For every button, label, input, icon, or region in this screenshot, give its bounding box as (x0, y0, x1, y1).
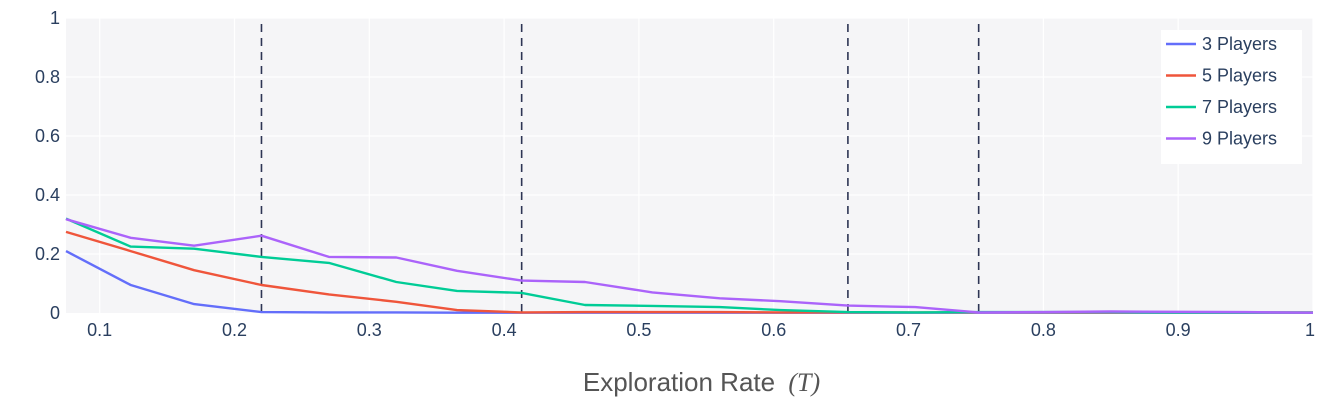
legend: 3 Players 5 Players 7 Players 9 Players (1161, 30, 1302, 164)
x-tick-label: 0.2 (222, 320, 247, 340)
series-lines (65, 217, 1314, 314)
legend-label: 5 Players (1202, 66, 1277, 86)
x-tick-label: 0.5 (626, 320, 651, 340)
x-tick-label: 0.9 (1166, 320, 1191, 340)
y-tick-label: 0 (50, 303, 60, 323)
y-tick-label: 0.2 (35, 244, 60, 264)
y-tick-label: 0.8 (35, 67, 60, 87)
plot-background (66, 18, 1313, 313)
x-axis-label-symbol: (T) (788, 368, 820, 397)
x-axis-label-text: Exploration Rate (583, 367, 775, 397)
x-tick-label: 0.3 (357, 320, 382, 340)
legend-label: 7 Players (1202, 97, 1277, 117)
x-tick-label: 0.4 (492, 320, 517, 340)
legend-label: 9 Players (1202, 129, 1277, 149)
x-axis-label: Exploration Rate (T) (583, 367, 820, 397)
x-tick-label: 0.8 (1031, 320, 1056, 340)
legend-label: 3 Players (1202, 34, 1277, 54)
x-axis-ticks: 0.1 0.2 0.3 0.4 0.5 0.6 0.7 0.8 0.9 1 (87, 320, 1315, 340)
reference-lines (260, 24, 980, 313)
y-axis-ticks: 0 0.2 0.4 0.6 0.8 1 (35, 8, 60, 323)
x-tick-label: 1 (1305, 320, 1315, 340)
legend-box (1161, 30, 1302, 164)
grid-lines (66, 17, 1314, 313)
x-tick-label: 0.6 (761, 320, 786, 340)
y-tick-label: 0.6 (35, 126, 60, 146)
y-tick-label: 1 (50, 8, 60, 28)
x-tick-label: 0.1 (87, 320, 112, 340)
y-tick-label: 0.4 (35, 185, 60, 205)
series-line (65, 218, 1314, 314)
x-tick-label: 0.7 (896, 320, 921, 340)
